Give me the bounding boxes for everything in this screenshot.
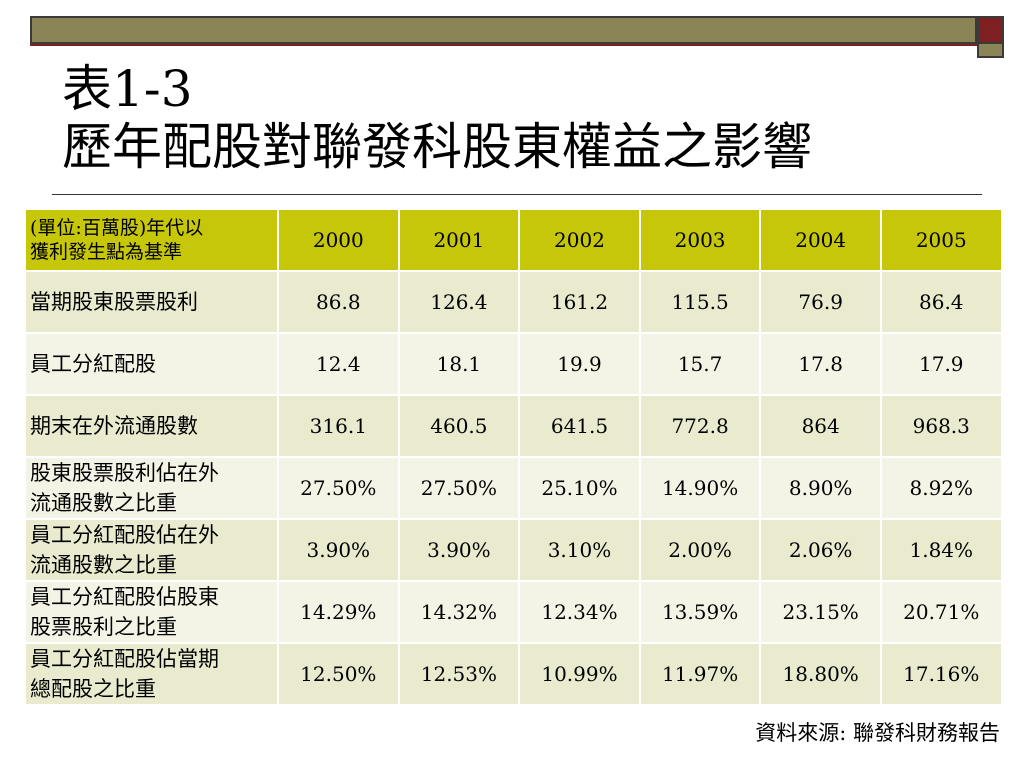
row-label: 員工分紅配股佔在外 流通股數之比重 (24, 518, 279, 582)
table-cell: 18.1 (397, 332, 521, 396)
corner-decor-red (977, 16, 1004, 44)
table-cell: 12.4 (277, 332, 400, 396)
table-row: 當期股東股票股利 86.8 126.4 161.2 115.5 76.9 86.… (24, 270, 1003, 334)
table-cell: 641.5 (518, 394, 641, 458)
table-cell: 12.34% (518, 580, 641, 644)
corner-decor-olive (977, 44, 1004, 58)
row-label: 員工分紅配股佔當期 總配股之比重 (24, 642, 279, 706)
table-cell: 76.9 (759, 270, 882, 334)
table-cell: 19.9 (518, 332, 641, 396)
table-cell: 1.84% (879, 518, 1003, 582)
header-year: 2002 (518, 208, 641, 272)
header-year: 2004 (759, 208, 882, 272)
row-label-line2: 股票股利之比重 (30, 615, 177, 639)
table-row: 員工分紅配股 12.4 18.1 19.9 15.7 17.8 17.9 (24, 332, 1003, 396)
table-cell: 772.8 (638, 394, 762, 458)
header-unit-label: (單位:百萬股)年代以 獲利發生點為基準 (24, 208, 279, 272)
table-row: 員工分紅配股佔當期 總配股之比重 12.50% 12.53% 10.99% 11.… (24, 642, 1003, 706)
table-cell: 14.32% (397, 580, 521, 644)
row-label: 股東股票股利佔在外 流通股數之比重 (24, 456, 279, 520)
table-cell: 316.1 (277, 394, 400, 458)
title-table-caption: 歷年配股對聯發科股東權益之影響 (62, 118, 812, 176)
table-cell: 27.50% (277, 456, 400, 520)
header-year: 2003 (638, 208, 762, 272)
table-cell: 17.9 (879, 332, 1003, 396)
row-label: 期末在外流通股數 (24, 394, 279, 458)
table-cell: 12.53% (397, 642, 521, 706)
table-row: 期末在外流通股數 316.1 460.5 641.5 772.8 864 968… (24, 394, 1003, 458)
table-row: 員工分紅配股佔股東 股票股利之比重 14.29% 14.32% 12.34% 13… (24, 580, 1003, 644)
table-cell: 13.59% (638, 580, 762, 644)
table-cell: 14.29% (277, 580, 400, 644)
row-label-line1: 股東股票股利佔在外 (30, 461, 219, 485)
header-decor-line (30, 44, 977, 58)
dividend-impact-table: (單位:百萬股)年代以 獲利發生點為基準 2000 2001 2002 2003 … (24, 208, 1003, 706)
table-cell: 3.10% (518, 518, 641, 582)
header-decor-bar (30, 16, 977, 44)
table-cell: 10.99% (518, 642, 641, 706)
row-label: 當期股東股票股利 (24, 270, 279, 334)
table-cell: 18.80% (759, 642, 882, 706)
table-cell: 3.90% (397, 518, 521, 582)
table-cell: 2.06% (759, 518, 882, 582)
table-header-row: (單位:百萬股)年代以 獲利發生點為基準 2000 2001 2002 2003 … (24, 208, 1003, 272)
table-cell: 8.90% (759, 456, 882, 520)
row-label-line2: 總配股之比重 (30, 677, 156, 701)
table-cell: 27.50% (397, 456, 521, 520)
table-cell: 14.90% (638, 456, 762, 520)
table-cell: 20.71% (879, 580, 1003, 644)
row-label: 員工分紅配股佔股東 股票股利之比重 (24, 580, 279, 644)
table-cell: 968.3 (879, 394, 1003, 458)
row-label-line2: 流通股數之比重 (30, 491, 177, 515)
table-cell: 86.4 (879, 270, 1003, 334)
table-cell: 25.10% (518, 456, 641, 520)
table-cell: 23.15% (759, 580, 882, 644)
table-cell: 126.4 (397, 270, 521, 334)
table-cell: 2.00% (638, 518, 762, 582)
row-label: 員工分紅配股 (24, 332, 279, 396)
header-year: 2005 (879, 208, 1003, 272)
source-note: 資料來源: 聯發科財務報告 (755, 721, 1000, 745)
table-cell: 3.90% (277, 518, 400, 582)
header-unit-label-line2: 獲利發生點為基準 (30, 241, 183, 263)
row-label-line1: 員工分紅配股佔在外 (30, 523, 219, 547)
table-cell: 11.97% (638, 642, 762, 706)
table-cell: 17.16% (879, 642, 1003, 706)
row-label-line1: 員工分紅配股佔股東 (30, 585, 219, 609)
header-year: 2000 (277, 208, 400, 272)
table-cell: 15.7 (638, 332, 762, 396)
slide-title: 表1-3 歷年配股對聯發科股東權益之影響 (62, 60, 812, 176)
table-cell: 17.8 (759, 332, 882, 396)
row-label-line1: 當期股東股票股利 (30, 290, 198, 314)
table-cell: 86.8 (277, 270, 400, 334)
table-cell: 12.50% (277, 642, 400, 706)
table-row: 股東股票股利佔在外 流通股數之比重 27.50% 27.50% 25.10% 14… (24, 456, 1003, 520)
title-table-number: 表1-3 (62, 60, 193, 118)
table-cell: 864 (759, 394, 882, 458)
table-row: 員工分紅配股佔在外 流通股數之比重 3.90% 3.90% 3.10% 2.00%… (24, 518, 1003, 582)
title-underline (52, 194, 982, 195)
table-cell: 460.5 (397, 394, 521, 458)
table-cell: 8.92% (879, 456, 1003, 520)
row-label-line1: 員工分紅配股 (30, 352, 156, 376)
row-label-line2: 流通股數之比重 (30, 553, 177, 577)
header-unit-label-line1: (單位:百萬股)年代以 (30, 217, 204, 239)
row-label-line1: 期末在外流通股數 (30, 414, 198, 438)
table-cell: 161.2 (518, 270, 641, 334)
row-label-line1: 員工分紅配股佔當期 (30, 647, 219, 671)
header-year: 2001 (397, 208, 521, 272)
table-cell: 115.5 (638, 270, 762, 334)
